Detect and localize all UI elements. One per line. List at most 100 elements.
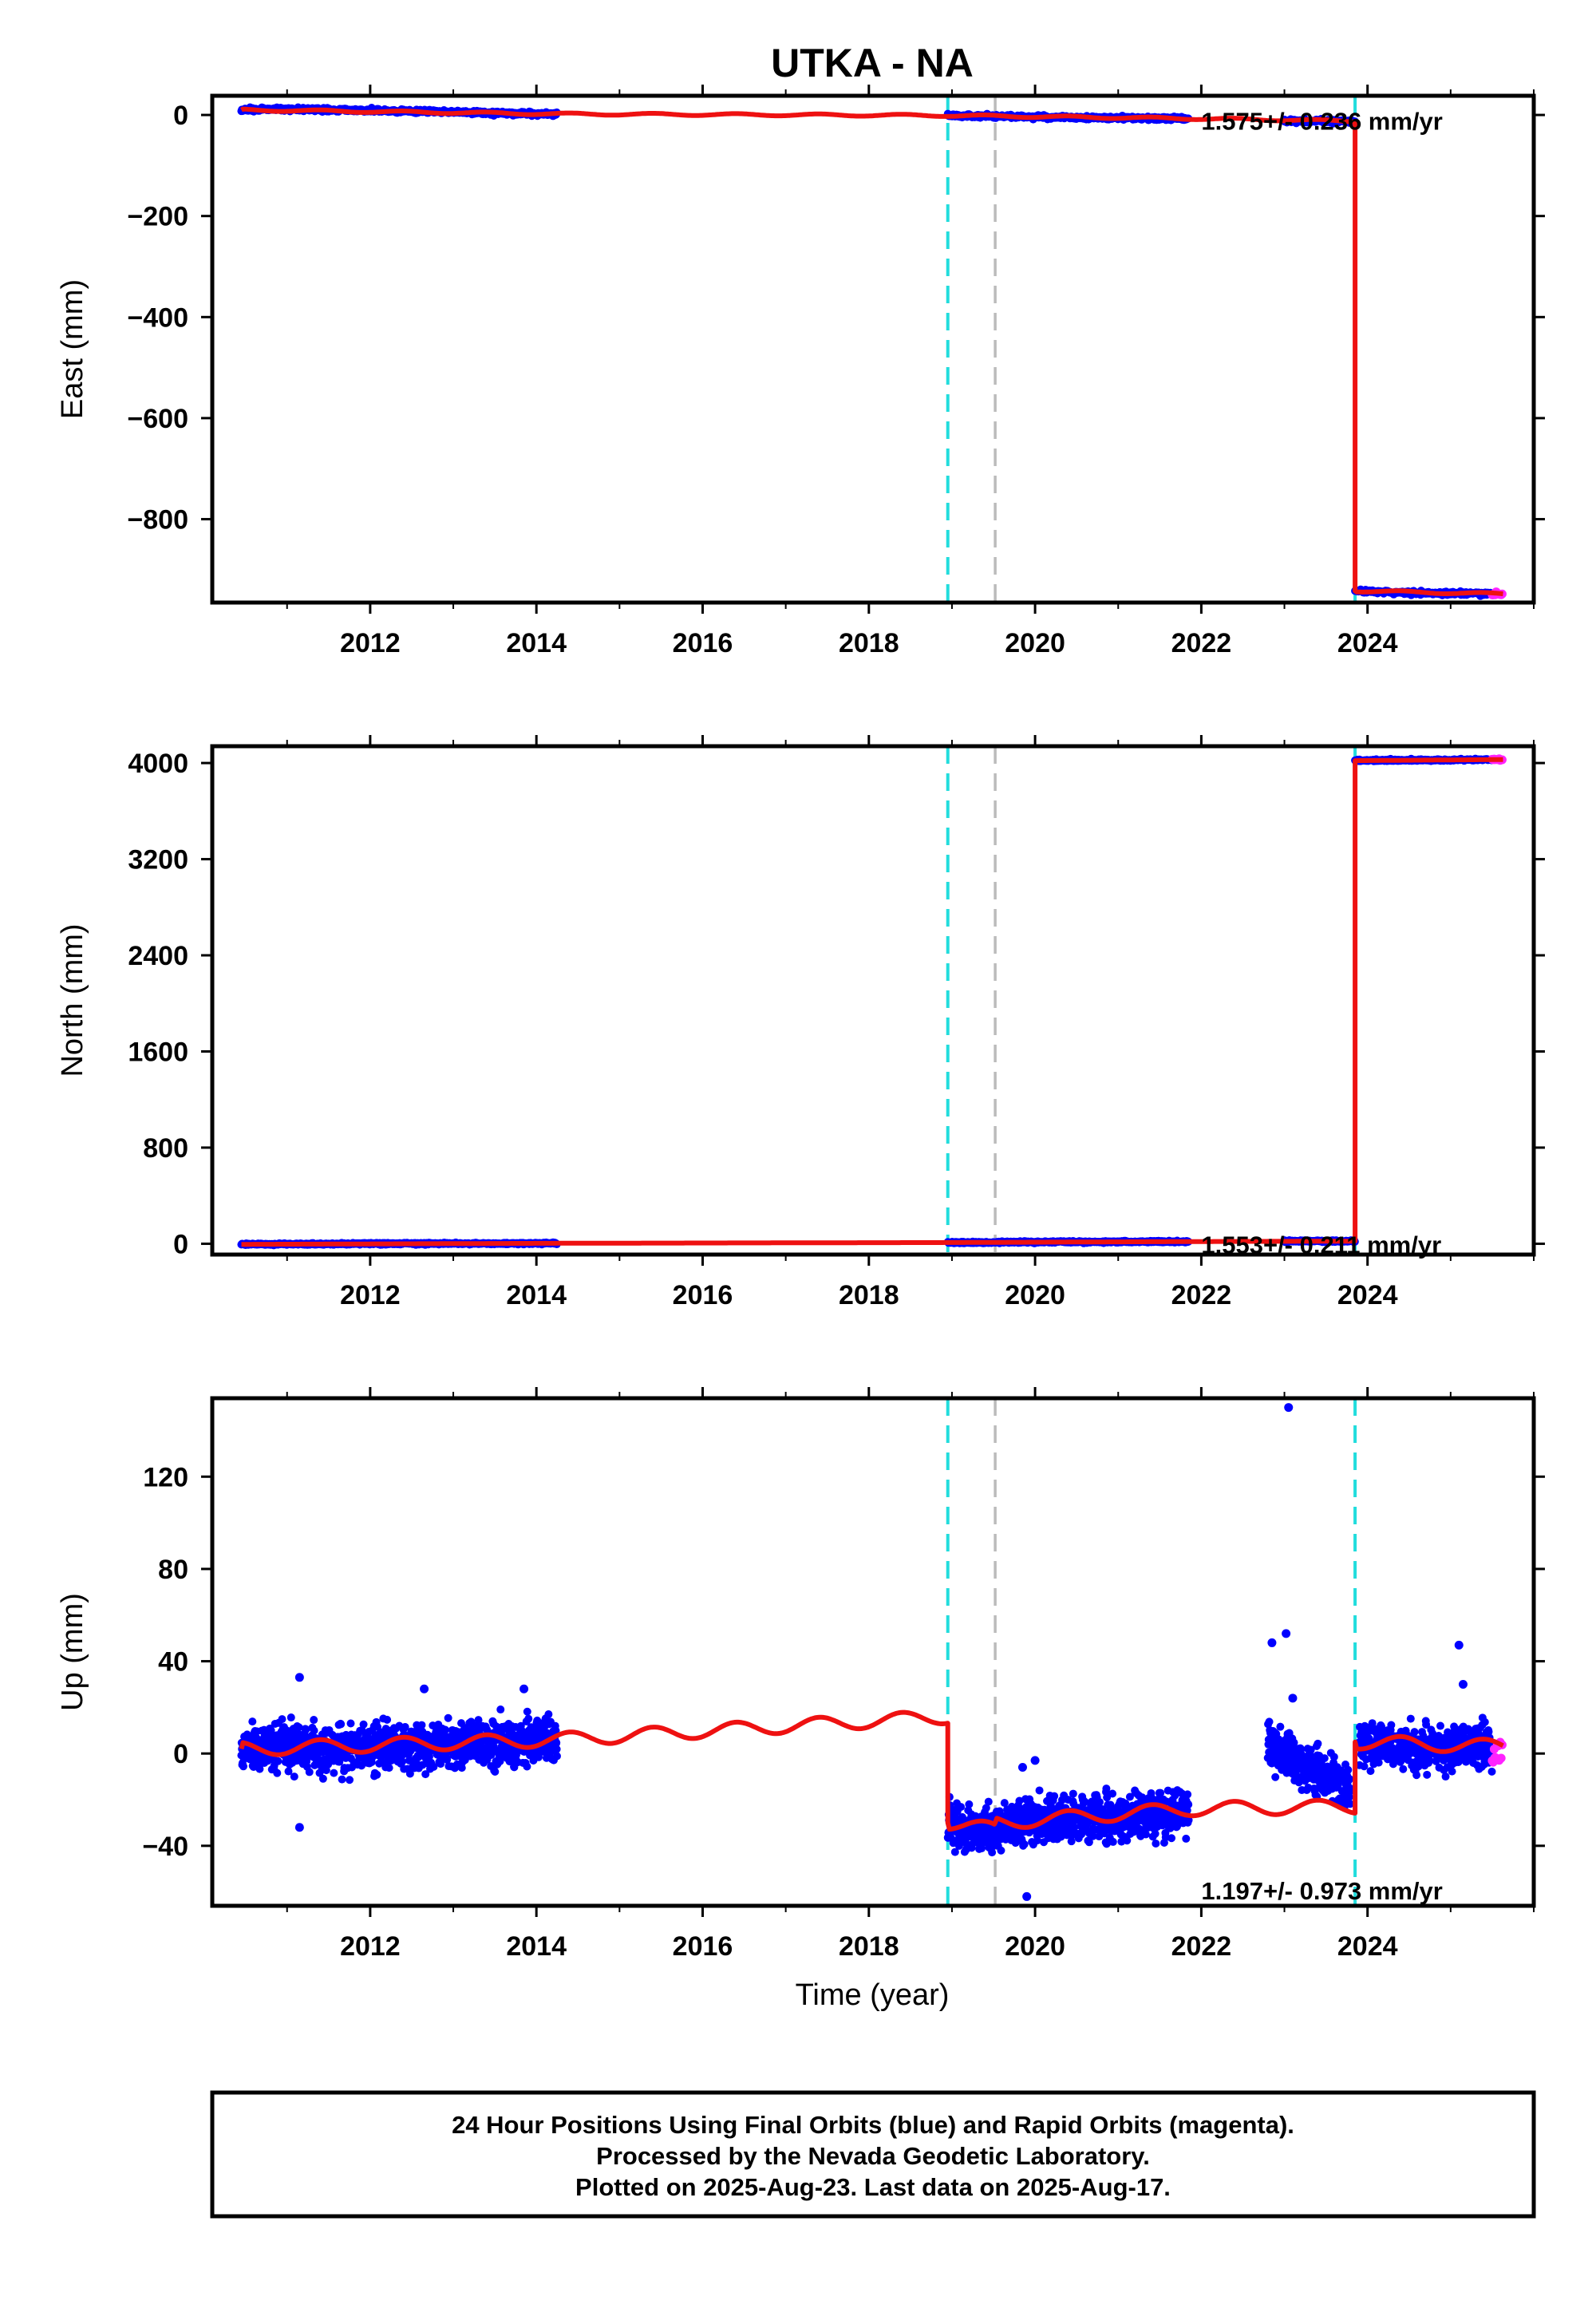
final-point [1069, 1789, 1077, 1798]
final-point [496, 1705, 505, 1714]
final-point [273, 1769, 282, 1777]
final-point [338, 1775, 346, 1784]
x-tick-label: 2012 [340, 1280, 401, 1310]
y-tick-label: 4000 [128, 749, 188, 779]
final-point [337, 1720, 346, 1729]
final-point [552, 1752, 561, 1761]
final-point [373, 1770, 381, 1779]
final-point [405, 1769, 414, 1778]
final-point [383, 1715, 392, 1724]
final-point [305, 1768, 314, 1777]
x-tick-label: 2020 [1005, 628, 1065, 658]
final-point [346, 1776, 354, 1784]
plot-area [237, 746, 1507, 1255]
final-point [1276, 1722, 1285, 1731]
final-point [429, 1762, 438, 1771]
final-point [248, 1717, 257, 1726]
final-point [474, 1716, 483, 1725]
x-tick-label: 2014 [506, 1280, 567, 1310]
final-point [1184, 1800, 1193, 1809]
final-point [552, 1745, 561, 1753]
plot-frame [210, 744, 1536, 1257]
final-point [544, 1710, 553, 1719]
x-tick-label: 2018 [839, 1280, 899, 1310]
y-axis-label: East (mm) [56, 279, 89, 419]
y-tick-label: 0 [173, 1229, 188, 1259]
x-tick-label: 2020 [1005, 1280, 1065, 1310]
final-point [421, 1770, 430, 1779]
y-tick-label: 3200 [128, 845, 188, 875]
x-tick-label: 2024 [1337, 1280, 1398, 1310]
y-axis-label: North (mm) [56, 923, 89, 1077]
final-point [310, 1716, 318, 1725]
data-points [237, 103, 1507, 600]
plot-frame [210, 93, 1536, 605]
y-tick-label: 800 [143, 1133, 188, 1164]
data-points [237, 754, 1507, 1250]
panels: 2012 2014 2016 2018 2020 2022 20240−200−400−60… [56, 85, 1545, 1962]
final-point [440, 1725, 449, 1734]
final-point [437, 1760, 445, 1769]
x-tick-label: 2016 [673, 1280, 733, 1310]
final-point [1183, 1790, 1192, 1799]
y-tick-label: −800 [127, 505, 188, 536]
x-tick-label: 2022 [1171, 1280, 1232, 1310]
final-point [385, 1764, 393, 1773]
final-point [267, 1726, 275, 1735]
final-point [1345, 1775, 1354, 1784]
final-point [984, 1797, 993, 1806]
y-tick-label: 2400 [128, 941, 188, 971]
final-point [1152, 1839, 1160, 1848]
final-point [274, 1757, 282, 1765]
rate-annotation: 1.575+/- 0.236 mm/yr [1201, 107, 1442, 135]
plot-area [237, 1398, 1507, 1906]
final-point [255, 1765, 264, 1773]
final-point [523, 1707, 531, 1716]
final-point [1167, 1834, 1176, 1843]
model-line [240, 757, 1504, 1247]
final-point [997, 1846, 1005, 1855]
x-tick-label: 2012 [340, 628, 401, 658]
final-point [1108, 1837, 1117, 1846]
final-point [294, 1723, 303, 1732]
panel-3: 2012 2014 2016 2018 2020 2022 202412080400−40U… [56, 1387, 1545, 1962]
y-tick-label: −400 [127, 302, 188, 333]
final-point [401, 1722, 409, 1731]
final-point [444, 1713, 452, 1722]
final-point [1271, 1773, 1280, 1781]
final-point [1314, 1739, 1322, 1748]
final-point [1050, 1792, 1059, 1800]
final-point [1151, 1829, 1159, 1838]
final-point [1265, 1717, 1274, 1726]
final-point [290, 1773, 298, 1781]
final-point [346, 1719, 355, 1728]
chart-title: UTKA - NA [771, 41, 974, 85]
final-point [286, 1713, 295, 1722]
model-line [240, 106, 1504, 597]
x-tick-label: 2022 [1171, 628, 1232, 658]
final-point [957, 1803, 966, 1812]
y-tick-label: −600 [127, 404, 188, 434]
final-point [417, 1721, 426, 1729]
data-points [237, 1403, 1507, 1901]
panel-2: 2012 2014 2016 2018 2020 2022 2024080016002400… [56, 735, 1545, 1310]
panel-1: 2012 2014 2016 2018 2020 2022 20240−200−400−60… [56, 85, 1545, 658]
final-point [1344, 1765, 1353, 1774]
final-point [1320, 1754, 1329, 1763]
rate-annotation: 1.553+/- 0.211 mm/yr [1201, 1231, 1441, 1259]
final-point [315, 1769, 324, 1777]
final-point [1108, 1789, 1117, 1798]
y-tick-label: 0 [173, 101, 188, 131]
x-tick-label: 2014 [506, 628, 567, 658]
final-point [1366, 1767, 1375, 1776]
final-point [318, 1774, 327, 1783]
final-point [965, 1800, 974, 1808]
final-point [1360, 1762, 1369, 1771]
final-point [1329, 1753, 1338, 1761]
final-point [239, 1762, 248, 1771]
final-point [330, 1769, 338, 1777]
final-point [443, 1756, 452, 1765]
final-point [302, 1725, 310, 1734]
final-point [359, 1720, 368, 1729]
plot-area [237, 96, 1507, 603]
